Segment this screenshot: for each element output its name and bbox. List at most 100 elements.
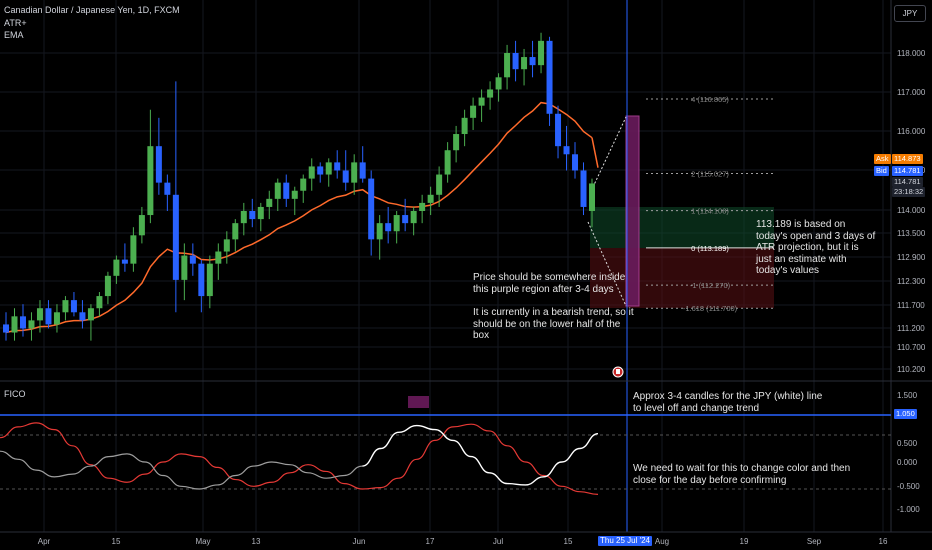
candle [453,125,460,163]
note-atr-projection: 113.189 is based on today's open and 3 d… [756,219,876,276]
oscillator-tick: -0.500 [897,482,920,491]
candle [419,194,426,224]
candle [504,44,511,90]
price-axis[interactable]: 118.000117.000116.000115.000114.000113.5… [897,49,926,374]
svg-text:-1 (112.270): -1 (112.270) [690,281,731,290]
fib-level: 4 (116.865) [646,95,774,104]
candle [155,117,162,195]
bull-projection-zone [590,207,774,248]
note-fico-candles: Approx 3-4 candles for the JPY (white) l… [633,391,823,414]
time-axis[interactable]: Apr 15 May 13 Jun 17 Jul 15 Aug 19 Sep 16 [38,537,888,546]
candle [572,142,579,179]
candle [487,81,494,110]
candle [461,109,468,147]
ask-value: 114.873 [892,154,923,164]
candle [223,231,230,264]
candle [87,304,94,341]
candle [300,174,307,203]
fico-white-line [362,424,599,486]
fib-level: -1.618 (111.700) [646,304,774,313]
time-tick: Jul [493,537,503,546]
candle [521,48,528,86]
time-tick: Sep [807,537,822,546]
candle [113,255,120,284]
price-tick: 112.300 [897,277,926,286]
candle [11,308,18,341]
time-tick: 16 [879,537,888,546]
candle [555,105,562,159]
svg-text:4 (116.865): 4 (116.865) [691,95,729,104]
candle [70,292,77,317]
candle [274,178,281,211]
fico-current-value: 1.050 [894,409,917,419]
candle [376,215,383,260]
candle [181,243,188,301]
candle [130,227,137,272]
time-tick: 15 [112,537,121,546]
candle [62,296,69,321]
candle [563,125,570,171]
projection-line-up [592,116,627,188]
price-tick: 116.000 [897,127,926,136]
candle [470,97,477,130]
candle [546,36,553,126]
candle [325,158,332,187]
ask-label: Ask [874,154,891,164]
candle [3,312,9,341]
oscillator-axis[interactable]: 1.500 0.500 0.000 -0.500 -1.000 [897,391,920,514]
candle [164,174,171,211]
price-tick: 118.000 [897,49,926,58]
oscillator-tick: 0.500 [897,439,918,448]
indicator-ema-label[interactable]: EMA [4,30,24,40]
oscillator-tick: 1.500 [897,391,918,400]
price-tick: 110.200 [897,365,926,374]
candle [198,259,205,313]
time-tick: 13 [252,537,261,546]
note-wait-confirm: We need to wait for this to change color… [633,463,851,486]
candle [359,146,366,183]
candles [3,32,595,341]
candle [495,73,502,102]
candle [512,40,519,82]
alert-icon[interactable] [612,366,624,378]
candle [45,300,52,329]
note-bearish-trend: It is currently in a bearish trend, so i… [473,307,634,341]
ema-line [5,101,599,334]
candle [121,243,128,272]
last-price-value: 114.781 [892,177,923,187]
crosshair-date-label: Thu 25 Jul '24 [598,536,653,546]
bar-countdown: 23:18:32 [892,187,926,197]
symbol-title[interactable]: Canadian Dollar / Japanese Yen, 1D, FXCM [4,5,180,15]
purple-projection-box [625,115,640,307]
candle [36,300,43,333]
candle [334,150,341,179]
price-tick: 112.900 [897,253,926,262]
candle [444,142,451,183]
candle [393,211,400,244]
time-tick: 19 [740,537,749,546]
candle [538,32,545,74]
currency-button[interactable]: JPY [894,5,926,22]
fico-label[interactable]: FICO [4,389,26,399]
projection-line-down [587,221,627,307]
candle [529,40,536,78]
time-tick: May [195,537,210,546]
fib-level: 1 (114.108) [646,207,774,216]
price-tick: 111.700 [897,301,925,310]
candle [138,206,145,244]
indicator-atr-label[interactable]: ATR+ [4,18,27,28]
svg-text:-1.618 (111.700): -1.618 (111.700) [683,304,738,313]
candle [342,150,349,191]
candle [53,304,60,333]
candle [147,109,154,224]
fib-level: 0 (113.189) [646,244,774,253]
fico-highlight [408,396,429,408]
candle [317,162,324,183]
fib-level: -1 (112.270) [646,281,774,290]
candle [580,162,587,216]
candle [266,190,273,220]
candle [232,219,239,252]
oscillator-tick: -1.000 [897,505,920,514]
fib-extension: 4 (116.865) 2 (115.027) 1 (114.108) 0 (113.… [646,95,774,313]
